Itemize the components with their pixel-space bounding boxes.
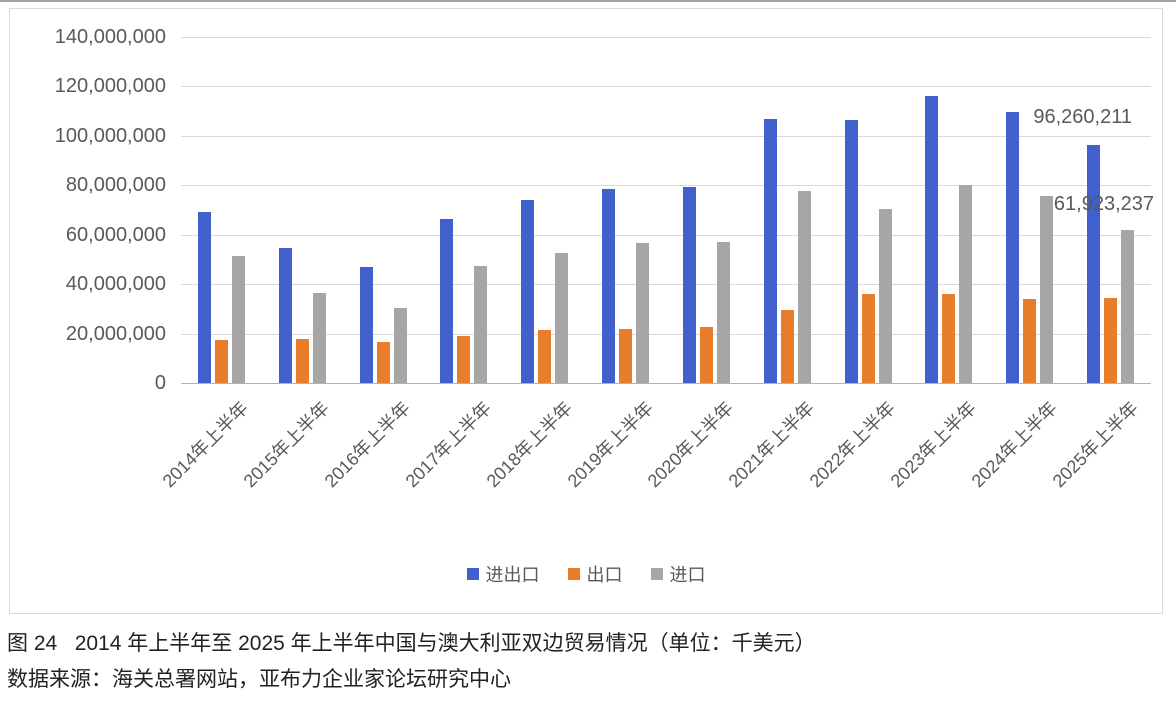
gridline-y-6 (181, 86, 1151, 88)
legend-marker-total-icon (466, 568, 479, 580)
y-tick-label-5: 100,000,000 (54, 124, 166, 147)
x-label-2015: 2015年上半年 (239, 397, 334, 492)
legend-label-total: 进出口 (485, 565, 540, 585)
legend-item-export: 出口 (567, 561, 623, 587)
data-label-import-2025: 61,923,237 (1053, 193, 1154, 215)
figure-caption: 图 24 2014 年上半年至 2025 年上半年中国与澳大利亚双边贸易情况（单… (7, 632, 816, 655)
y-tick-label-6: 120,000,000 (54, 75, 166, 98)
bar-import-2015 (312, 292, 326, 383)
y-tick-label-0: 0 (154, 372, 166, 394)
bar-import-2016 (393, 307, 407, 383)
y-tick-label-7: 140,000,000 (54, 26, 166, 48)
bar-export-2014 (214, 339, 228, 383)
x-label-2023: 2023年上半年 (886, 397, 980, 492)
legend-label-import: 进口 (669, 565, 706, 585)
bar-import-2025 (1121, 229, 1135, 383)
bar-total-2014 (197, 212, 211, 383)
gridline-y-4 (181, 185, 1151, 187)
top-divider (0, 0, 1176, 2)
bar-import-2022 (878, 208, 892, 383)
bar-export-2019 (619, 328, 633, 383)
gridline-y-0 (181, 383, 1151, 384)
bar-export-2016 (376, 342, 390, 383)
y-tick-label-3: 60,000,000 (65, 223, 166, 246)
x-label-2024: 2024年上半年 (967, 397, 1061, 492)
bar-total-2025 (1087, 145, 1101, 383)
bar-export-2021 (780, 310, 794, 383)
x-label-2022: 2022年上半年 (805, 397, 900, 492)
bar-total-2016 (359, 266, 373, 383)
y-tick-label-2: 40,000,000 (65, 273, 166, 296)
x-label-2014: 2014年上半年 (159, 397, 253, 492)
figure-source: 数据来源：海关总署网站，亚布力企业家论坛研究中心 (7, 668, 511, 691)
bar-total-2015 (278, 248, 292, 383)
bar-export-2023 (942, 294, 956, 383)
legend-item-import: 进口 (650, 561, 706, 587)
gridline-y-5 (181, 135, 1151, 137)
x-label-2019: 2019年上半年 (563, 397, 657, 492)
bar-total-2023 (925, 96, 939, 383)
bar-total-2018 (521, 200, 535, 383)
bar-total-2021 (763, 118, 777, 383)
y-tick-label-4: 80,000,000 (65, 174, 166, 197)
x-label-2021: 2021年上半年 (724, 397, 819, 492)
plot-area: 0 20,000,000 40,000,000 60,000,000 80,000,00… (55, 26, 1151, 491)
y-tick-label-1: 20,000,000 (65, 322, 166, 345)
bar-total-2022 (844, 119, 858, 383)
bar-import-2021 (797, 191, 811, 383)
bar-total-2019 (602, 189, 616, 383)
bar-import-2018 (555, 253, 569, 383)
gridline-y-3 (181, 234, 1151, 236)
bar-import-2024 (1040, 196, 1054, 383)
bar-export-2015 (295, 338, 309, 383)
legend-item-total: 进出口 (466, 561, 540, 587)
bar-export-2024 (1023, 298, 1037, 383)
x-label-2017: 2017年上半年 (401, 397, 495, 492)
legend-label-export: 出口 (586, 565, 623, 585)
data-label-total-2025: 96,260,211 (1033, 106, 1132, 128)
bar-export-2017 (457, 336, 471, 383)
x-label-2018: 2018年上半年 (482, 397, 576, 492)
bar-import-2019 (636, 243, 650, 383)
bar-import-2020 (716, 242, 730, 383)
bar-import-2023 (959, 185, 973, 383)
gridline-y-7 (181, 37, 1151, 38)
trade-bar-chart: 0 20,000,000 40,000,000 60,000,000 80,000,00… (9, 8, 1163, 614)
bar-export-2020 (699, 327, 713, 383)
bar-export-2025 (1104, 298, 1118, 383)
bar-total-2024 (1006, 112, 1020, 383)
bar-total-2020 (682, 186, 696, 383)
bar-export-2022 (861, 294, 875, 383)
legend-marker-import-icon (650, 568, 663, 580)
bar-import-2014 (231, 255, 245, 383)
bar-total-2017 (440, 218, 454, 383)
x-label-2016: 2016年上半年 (320, 397, 415, 492)
x-label-2025: 2025年上半年 (1048, 397, 1142, 492)
chart-legend: 进出口 出口 进口 (10, 561, 1162, 587)
legend-marker-export-icon (567, 568, 580, 580)
gridline-y-2 (181, 284, 1151, 286)
bar-import-2017 (474, 265, 488, 383)
x-label-2020: 2020年上半年 (644, 397, 738, 492)
bar-export-2018 (538, 329, 552, 383)
gridline-y-1 (181, 333, 1151, 335)
